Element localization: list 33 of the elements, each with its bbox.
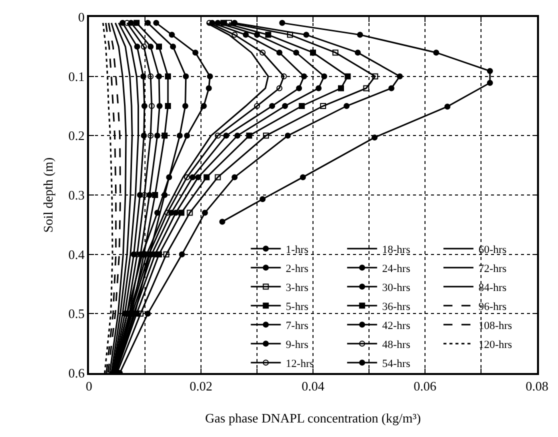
legend-label: 3-hrs [286,282,308,294]
x-tick-label: 0.08 [526,378,548,394]
y-tick-label: 0.2 [68,128,85,144]
y-tick-label: 0.4 [68,246,86,262]
y-axis-title: Soil depth (m) [40,157,56,233]
x-tick-label: 0.02 [190,378,212,394]
legend-label: 120-hrs [478,338,512,351]
legend-label: 42-hrs [382,320,410,332]
legend-label: 36-hrs [382,300,410,313]
legend-label: 12-hrs [286,358,314,370]
legend-label: 24-hrs [382,262,410,275]
legend-label: 9-hrs [286,338,308,351]
legend-label: 7-hrs [286,320,308,332]
legend-label: 96-hrs [478,300,507,313]
legend-label: 54-hrs [382,358,410,370]
legend-label: 30-hrs [382,282,410,294]
y-tick-label: 0 [78,10,85,25]
x-tick-label: 0.04 [302,378,325,394]
legend-label: 2-hrs [286,262,308,275]
legend-label: 48-hrs [382,338,410,351]
legend-label: 1-hrs [286,244,308,256]
y-tick-label: 0.3 [68,188,85,203]
x-axis-title: Gas phase DNAPL concentration (kg/m³) [205,410,421,426]
y-tick-label: 0.6 [68,366,86,381]
y-tick-label: 0.5 [68,306,85,322]
x-tick-label: 0.06 [414,378,437,394]
legend-label: 108-hrs [478,320,512,332]
legend-label: 72-hrs [478,262,507,275]
legend-label: 18-hrs [382,244,410,256]
legend-label: 5-hrs [286,300,308,313]
y-tick-label: 0.1 [68,68,85,84]
legend-label: 84-hrs [478,282,507,294]
legend-label: 60-hrs [478,244,507,256]
